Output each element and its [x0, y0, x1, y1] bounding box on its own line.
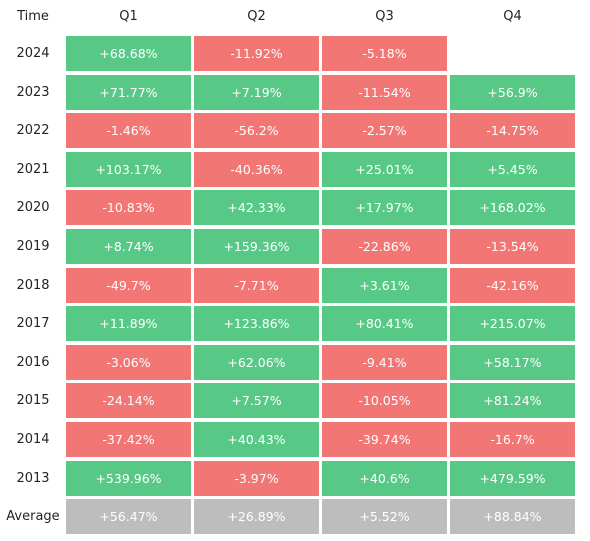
average-q1-cell: +56.47%	[66, 499, 191, 535]
2019-q4-cell: -13.54%	[450, 229, 575, 264]
2015-q2-cell: +7.57%	[194, 383, 319, 419]
2023-q3-cell: -11.54%	[322, 74, 447, 110]
2021-q3-cell: +25.01%	[322, 151, 447, 187]
2014-q3-cell: -39.74%	[322, 422, 447, 457]
2017-q3-cell: +80.41%	[322, 306, 447, 342]
2017-q1-cell: +11.89%	[66, 306, 191, 342]
2022-q2-cell: -56.2%	[194, 113, 319, 149]
2016-q2-cell: +62.06%	[194, 344, 319, 380]
2017-q2-cell: +123.86%	[194, 306, 319, 342]
row-label-2023: 2023	[16, 84, 50, 100]
row-label-2019: 2019	[16, 239, 50, 254]
row-label-average: Average	[6, 509, 60, 525]
2018-q3-cell: +3.61%	[322, 267, 447, 303]
2018-q4-cell: -42.16%	[450, 267, 575, 303]
average-q4-cell: +88.84%	[450, 499, 575, 535]
2018-q1-cell: -49.7%	[66, 267, 191, 303]
2019-q1-cell: +8.74%	[66, 229, 191, 264]
2018-q2-cell: -7.71%	[194, 267, 319, 303]
header-q4: Q4	[503, 9, 522, 24]
2020-q1-cell: -10.83%	[66, 190, 191, 226]
2022-q1-cell: -1.46%	[66, 113, 191, 149]
2015-q3-cell: -10.05%	[322, 383, 447, 419]
row-label-2013: 2013	[16, 470, 50, 486]
2021-q1-cell: +103.17%	[66, 151, 191, 187]
2015-q1-cell: -24.14%	[66, 383, 191, 419]
2024-q2-cell: -11.92%	[194, 36, 319, 71]
2024-q1-cell: +68.68%	[66, 36, 191, 71]
2016-q1-cell: -3.06%	[66, 344, 191, 380]
header-q2: Q2	[247, 9, 266, 24]
2023-q2-cell: +7.19%	[194, 74, 319, 110]
2013-q4-cell: +479.59%	[450, 460, 575, 496]
2019-q2-cell: +159.36%	[194, 229, 319, 264]
2023-q4-cell: +56.9%	[450, 74, 575, 110]
header-q1: Q1	[119, 9, 138, 24]
row-label-2017: 2017	[16, 316, 50, 332]
2014-q4-cell: -16.7%	[450, 422, 575, 457]
header-q3: Q3	[375, 9, 394, 24]
2020-q2-cell: +42.33%	[194, 190, 319, 226]
row-label-2024: 2024	[16, 46, 50, 61]
row-label-2022: 2022	[16, 123, 50, 139]
row-label-2020: 2020	[16, 200, 50, 216]
2022-q4-cell: -14.75%	[450, 113, 575, 149]
2016-q3-cell: -9.41%	[322, 344, 447, 380]
2019-q3-cell: -22.86%	[322, 229, 447, 264]
2015-q4-cell: +81.24%	[450, 383, 575, 419]
row-label-2015: 2015	[16, 393, 50, 409]
row-label-2018: 2018	[16, 277, 50, 293]
2021-q2-cell: -40.36%	[194, 151, 319, 187]
2013-q3-cell: +40.6%	[322, 460, 447, 496]
2024-q3-cell: -5.18%	[322, 36, 447, 71]
2020-q3-cell: +17.97%	[322, 190, 447, 226]
2014-q2-cell: +40.43%	[194, 422, 319, 457]
2017-q4-cell: +215.07%	[450, 306, 575, 342]
row-label-2014: 2014	[16, 432, 50, 447]
average-q2-cell: +26.89%	[194, 499, 319, 535]
2024-q4-cell	[450, 36, 575, 71]
average-q3-cell: +5.52%	[322, 499, 447, 535]
2023-q1-cell: +71.77%	[66, 74, 191, 110]
2022-q3-cell: -2.57%	[322, 113, 447, 149]
2013-q1-cell: +539.96%	[66, 460, 191, 496]
row-label-2016: 2016	[16, 354, 50, 370]
header-time: Time	[17, 9, 49, 24]
2013-q2-cell: -3.97%	[194, 460, 319, 496]
2020-q4-cell: +168.02%	[450, 190, 575, 226]
row-label-2021: 2021	[16, 161, 50, 177]
2016-q4-cell: +58.17%	[450, 344, 575, 380]
2014-q1-cell: -37.42%	[66, 422, 191, 457]
2021-q4-cell: +5.45%	[450, 151, 575, 187]
